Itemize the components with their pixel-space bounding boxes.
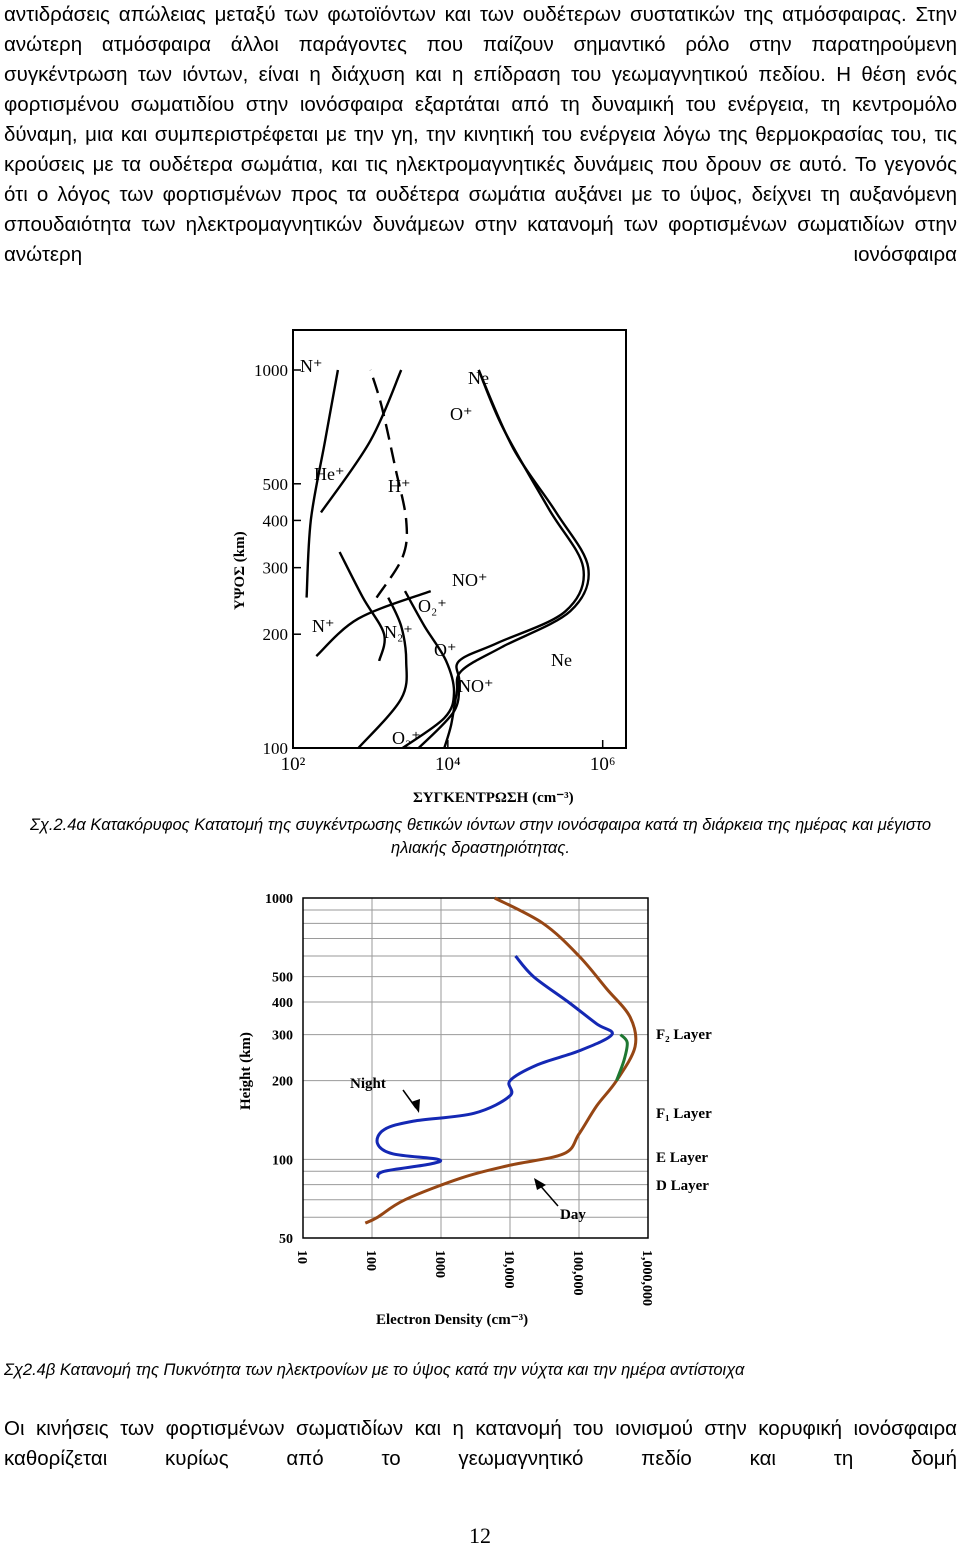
series-line-night bbox=[375, 955, 614, 1179]
x-tick-label: 1,000,000 bbox=[639, 1250, 654, 1306]
annotation-arrowhead bbox=[411, 1099, 420, 1113]
y-axis-label: Height (km) bbox=[238, 1032, 254, 1110]
y-tick-label: 50 bbox=[279, 1232, 293, 1247]
y-tick-label: 100 bbox=[272, 1153, 293, 1168]
y-tick-label: 500 bbox=[263, 475, 289, 494]
x-axis-label: Electron Density (cm⁻³) bbox=[376, 1312, 528, 1328]
series-line-f bbox=[615, 1033, 629, 1082]
y-tick-label: 300 bbox=[263, 559, 289, 578]
page-number: 12 bbox=[469, 1523, 491, 1548]
electron-density-chart: 50 100 200 300 400 500 1000 10 100 1000 10,000 100,… bbox=[238, 892, 712, 1328]
series-label: O⁺ bbox=[450, 404, 473, 424]
annotation-night: Night bbox=[350, 1076, 386, 1092]
x-tick-label: 10⁴ bbox=[435, 754, 461, 775]
series-line-8 bbox=[369, 369, 409, 599]
y-tick-label: 400 bbox=[263, 511, 289, 530]
series-line-day bbox=[364, 896, 638, 1225]
series-label: O⁺ bbox=[434, 640, 457, 660]
y-tick-label: 400 bbox=[272, 996, 293, 1011]
x-tick-label: 100,000 bbox=[570, 1250, 585, 1296]
series-label: NO⁺ bbox=[458, 676, 494, 696]
y-tick-label: 300 bbox=[272, 1029, 293, 1044]
x-tick-label: 1000 bbox=[432, 1250, 447, 1278]
series-line-3 bbox=[401, 590, 456, 749]
intro-paragraph: αντιδράσεις απώλειας μεταξύ των φωτοϊόντ… bbox=[4, 3, 957, 266]
series-label: He⁺ bbox=[314, 464, 345, 484]
figure-caption-b: Σχ2.4β Κατανομή της Πυκνότητα των ηλεκτρ… bbox=[4, 1361, 745, 1379]
series-label: H⁺ bbox=[388, 476, 411, 496]
series-label: Ne bbox=[468, 368, 489, 388]
x-tick-label: 10,000 bbox=[501, 1250, 516, 1289]
series-label: O₂⁺ bbox=[392, 728, 421, 748]
layer-label: D Layer bbox=[656, 1178, 709, 1194]
series-line-9 bbox=[305, 369, 340, 598]
annotation-arrowhead bbox=[534, 1178, 546, 1190]
ion-concentration-chart: 100 200 300 400 500 1000 10² 10⁴ 10⁶ ΣΥΓΚΕΝΤΡΩΣΗ … bbox=[232, 329, 627, 806]
x-axis-label: ΣΥΓΚΕΝΤΡΩΣΗ (cm⁻³) bbox=[413, 790, 574, 806]
x-tick-label: 10 bbox=[294, 1250, 309, 1264]
series-line-4 bbox=[357, 597, 408, 749]
layer-label: E Layer bbox=[656, 1150, 708, 1166]
x-tick-label: 100 bbox=[363, 1250, 378, 1271]
y-tick-label: 100 bbox=[263, 739, 289, 758]
series-line-7 bbox=[320, 369, 403, 514]
series-label: N⁺ bbox=[312, 616, 335, 636]
series-label: N₂⁺ bbox=[384, 622, 413, 642]
y-tick-label: 1000 bbox=[265, 892, 293, 907]
series-label: O₂⁺ bbox=[418, 596, 447, 616]
figure-caption-a: Σχ.2.4α Κατακόρυφος Κατατομή της συγκέντ… bbox=[30, 816, 931, 857]
series-line-6 bbox=[315, 589, 432, 657]
y-tick-label: 200 bbox=[272, 1075, 293, 1090]
y-tick-label: 200 bbox=[263, 625, 289, 644]
closing-paragraph: Οι κινήσεις των φορτισμένων σωματιδίων κ… bbox=[4, 1417, 957, 1470]
series-label: N⁺ bbox=[300, 356, 323, 376]
series-label: Ne bbox=[551, 650, 572, 670]
plot-frame bbox=[302, 897, 649, 1239]
y-axis-label: ΥΨΟΣ (km) bbox=[232, 531, 248, 610]
x-tick-label: 10⁶ bbox=[590, 754, 616, 775]
layer-label: F₁ Layer bbox=[656, 1106, 712, 1122]
y-tick-label: 1000 bbox=[254, 361, 288, 380]
layer-label: F₂ Layer bbox=[656, 1027, 712, 1043]
series-label: NO⁺ bbox=[452, 570, 488, 590]
y-tick-label: 500 bbox=[272, 971, 293, 986]
plot-frame bbox=[292, 329, 627, 749]
series-line-5 bbox=[338, 551, 386, 662]
x-tick-label: 10² bbox=[281, 754, 306, 775]
annotation-day: Day bbox=[560, 1207, 586, 1223]
series-line-2 bbox=[417, 369, 586, 749]
